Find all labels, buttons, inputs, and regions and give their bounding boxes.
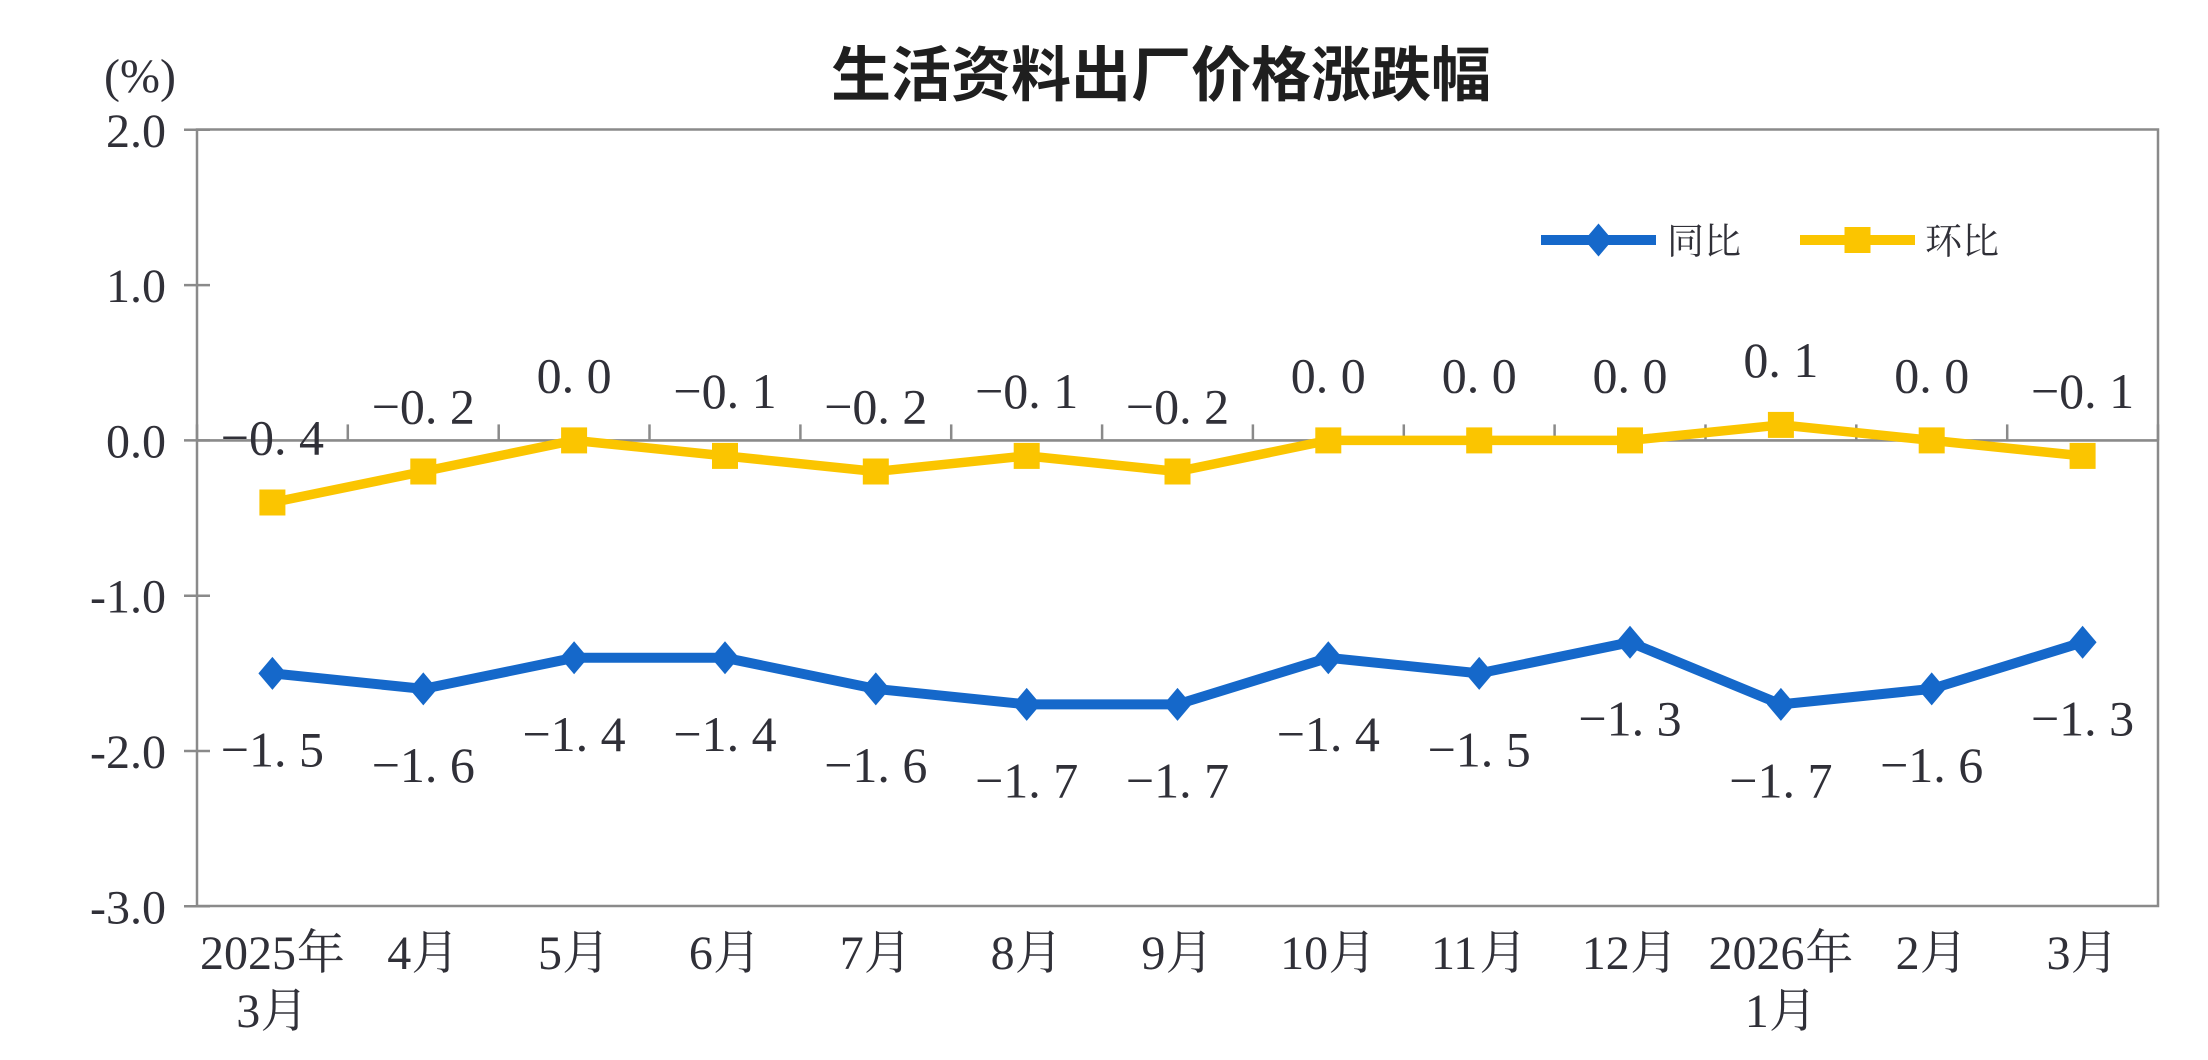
svg-text:12: 12 <box>1582 927 1630 980</box>
svg-text:−1. 7: −1. 7 <box>1126 752 1229 808</box>
svg-text:−0. 1: −0. 1 <box>673 363 776 419</box>
svg-text:−0. 2: −0. 2 <box>824 379 927 435</box>
svg-text:-2.0: -2.0 <box>90 726 166 779</box>
svg-text:10: 10 <box>1280 927 1328 980</box>
svg-text:−1. 6: −1. 6 <box>1880 737 1983 793</box>
svg-text:−1. 7: −1. 7 <box>1729 752 1832 808</box>
svg-text:−0. 1: −0. 1 <box>2031 363 2134 419</box>
svg-text:−0. 1: −0. 1 <box>975 363 1078 419</box>
svg-text:2026: 2026 <box>1709 927 1805 980</box>
svg-text:−1. 5: −1. 5 <box>221 721 324 777</box>
svg-text:−1. 3: −1. 3 <box>1578 690 1681 746</box>
svg-text:−1. 6: −1. 6 <box>824 737 927 793</box>
svg-text:(%): (%) <box>104 50 176 103</box>
svg-text:0. 1: 0. 1 <box>1743 332 1818 388</box>
svg-text:5: 5 <box>538 927 562 980</box>
svg-text:3: 3 <box>236 985 260 1038</box>
svg-text:2025: 2025 <box>200 927 296 980</box>
svg-text:2: 2 <box>1896 927 1920 980</box>
svg-text:−1. 4: −1. 4 <box>673 706 776 762</box>
svg-text:-3.0: -3.0 <box>90 881 166 934</box>
svg-text:−0. 2: −0. 2 <box>372 379 475 435</box>
svg-text:8: 8 <box>991 927 1015 980</box>
svg-text:−1. 5: −1. 5 <box>1428 721 1531 777</box>
svg-text:0.0: 0.0 <box>106 415 166 468</box>
svg-text:4: 4 <box>387 927 411 980</box>
svg-text:11: 11 <box>1431 927 1477 980</box>
svg-text:0. 0: 0. 0 <box>1593 347 1668 403</box>
svg-text:9: 9 <box>1141 927 1165 980</box>
svg-text:−1. 7: −1. 7 <box>975 752 1078 808</box>
svg-text:−0. 4: −0. 4 <box>221 410 324 466</box>
svg-text:−1. 6: −1. 6 <box>372 737 475 793</box>
svg-text:6: 6 <box>689 927 713 980</box>
svg-text:−1. 3: −1. 3 <box>2031 690 2134 746</box>
svg-text:1: 1 <box>1745 985 1769 1038</box>
svg-text:0. 0: 0. 0 <box>537 347 612 403</box>
svg-text:1.0: 1.0 <box>106 260 166 313</box>
svg-text:0. 0: 0. 0 <box>1291 347 1366 403</box>
svg-text:-1.0: -1.0 <box>90 571 166 624</box>
svg-text:3: 3 <box>2047 927 2071 980</box>
svg-text:−1. 4: −1. 4 <box>522 706 625 762</box>
svg-text:0. 0: 0. 0 <box>1442 347 1517 403</box>
svg-text:7: 7 <box>840 927 864 980</box>
svg-text:0. 0: 0. 0 <box>1894 347 1969 403</box>
svg-text:−0. 2: −0. 2 <box>1126 379 1229 435</box>
svg-text:2.0: 2.0 <box>106 105 166 158</box>
svg-text:−1. 4: −1. 4 <box>1277 706 1380 762</box>
